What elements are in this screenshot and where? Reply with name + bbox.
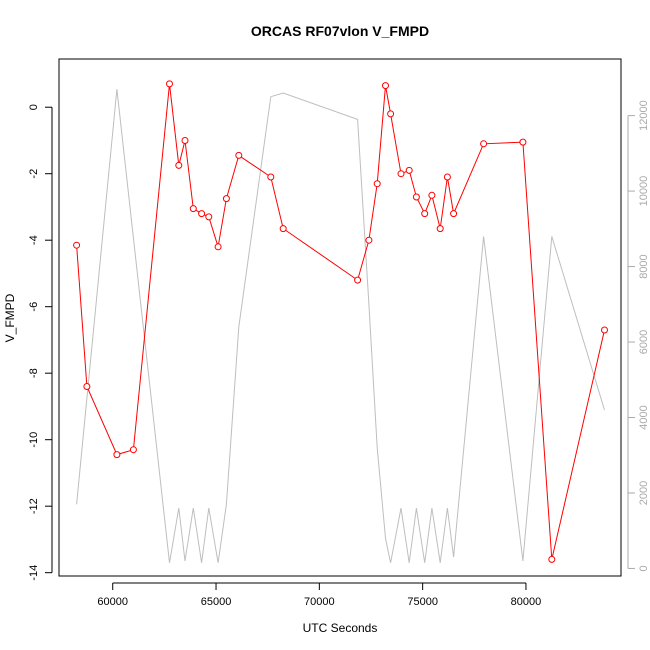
series-line-primary: [76, 83, 605, 560]
axes-layer: 60000 65000 70000 75000 80000-14-12-10-8-6-4…: [28, 100, 650, 608]
x-tick-label: 75000: [407, 596, 438, 608]
data-point: [548, 555, 556, 563]
y-tick-label: 0: [28, 104, 40, 110]
secondary-series-layer: [76, 89, 605, 563]
series-line-secondary: [76, 89, 605, 563]
data-point: [519, 138, 527, 146]
y-tick-label: -14: [28, 565, 40, 581]
plot-frame: [58, 58, 622, 577]
y-tick-label: -4: [28, 235, 40, 245]
y-tick-label: -10: [28, 432, 40, 448]
data-point: [235, 151, 243, 159]
data-point: [354, 276, 362, 284]
y2-tick-label: 8000: [638, 254, 650, 278]
data-point: [480, 140, 488, 148]
y-tick-label: -2: [28, 169, 40, 179]
x-tick-label: 70000: [304, 596, 335, 608]
data-point: [387, 110, 395, 118]
x-tick-label: 60000: [97, 596, 128, 608]
data-point: [436, 225, 444, 233]
data-point: [129, 446, 137, 454]
data-point: [412, 193, 420, 201]
data-point: [198, 210, 206, 218]
y-tick-label: -6: [28, 302, 40, 312]
y2-tick-label: 12000: [638, 100, 650, 131]
y2-tick-label: 10000: [638, 176, 650, 207]
data-point: [405, 166, 413, 174]
data-point: [365, 236, 373, 244]
y-tick-label: -8: [28, 368, 40, 378]
data-point: [279, 225, 287, 233]
data-point: [373, 180, 381, 188]
data-point: [222, 195, 230, 203]
data-point: [181, 137, 189, 144]
data-point: [214, 243, 222, 251]
data-point: [601, 326, 608, 334]
data-point: [421, 210, 429, 218]
y-axis-label: V_FMPD: [3, 293, 17, 342]
data-point: [73, 241, 81, 249]
y2-tick-label: 4000: [638, 405, 650, 429]
x-tick-label: 80000: [511, 596, 542, 608]
y2-tick-label: 2000: [638, 481, 650, 505]
data-point: [267, 173, 275, 181]
x-tick-label: 65000: [201, 596, 232, 608]
data-point: [397, 170, 405, 178]
data-point: [189, 205, 197, 213]
data-point: [450, 210, 458, 218]
y2-tick-label: 6000: [638, 330, 650, 354]
y-tick-label: -12: [28, 498, 40, 514]
data-point: [166, 80, 173, 88]
data-point: [113, 451, 121, 459]
chart-title: ORCAS RF07vlon V_FMPD: [251, 23, 429, 39]
data-point: [205, 213, 213, 221]
x-axis-label: UTC Seconds: [303, 621, 378, 635]
data-point: [83, 383, 91, 390]
primary-series-layer: [73, 80, 608, 563]
y2-tick-label: 0: [638, 565, 650, 571]
data-point: [382, 82, 389, 90]
data-point: [428, 191, 436, 199]
data-point: [175, 161, 183, 169]
data-point: [443, 173, 451, 181]
